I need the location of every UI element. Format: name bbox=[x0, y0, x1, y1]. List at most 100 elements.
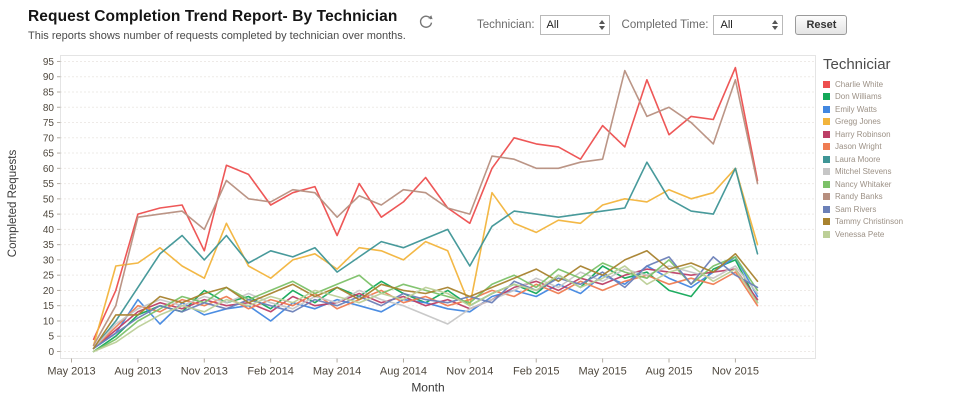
y-tick-label: 70 bbox=[43, 133, 55, 144]
stepper-icon bbox=[598, 20, 605, 30]
stepper-icon bbox=[772, 20, 779, 30]
y-tick-label: 90 bbox=[43, 72, 55, 83]
y-tick-label: 80 bbox=[43, 103, 55, 114]
legend-item-charlie-white[interactable]: Charlie White bbox=[823, 79, 955, 89]
y-tick-label: 50 bbox=[43, 194, 55, 205]
legend-swatch bbox=[823, 143, 830, 150]
legend-item-randy-banks[interactable]: Randy Banks bbox=[823, 192, 955, 201]
legend-swatch bbox=[823, 168, 830, 175]
y-tick-label: 60 bbox=[43, 164, 55, 175]
legend-title: Techniciar bbox=[823, 56, 891, 73]
x-tick-label: May 2013 bbox=[47, 366, 95, 378]
y-tick-label: 55 bbox=[43, 179, 55, 190]
legend-label: Harry Robinson bbox=[835, 129, 891, 139]
legend-label: Laura Moore bbox=[835, 154, 881, 164]
legend-label: Randy Banks bbox=[835, 192, 883, 201]
y-tick-label: 65 bbox=[43, 149, 55, 160]
legend-swatch bbox=[823, 93, 830, 100]
legend-item-don-williams[interactable]: Don Williams bbox=[823, 92, 955, 101]
x-tick-label: Aug 2013 bbox=[114, 366, 161, 378]
legend-label: Mitchel Stevens bbox=[835, 167, 892, 176]
legend-item-laura-moore[interactable]: Laura Moore bbox=[823, 154, 955, 164]
legend-item-harry-robinson[interactable]: Harry Robinson bbox=[823, 129, 955, 139]
legend-swatch bbox=[823, 118, 830, 125]
legend-swatch bbox=[823, 218, 830, 225]
legend-item-mitchel-stevens[interactable]: Mitchel Stevens bbox=[823, 167, 955, 176]
x-tick-label: Aug 2014 bbox=[380, 366, 427, 378]
y-tick-label: 85 bbox=[43, 87, 55, 98]
legend-label: Jason Wright bbox=[835, 142, 882, 151]
legend-item-gregg-jones[interactable]: Gregg Jones bbox=[823, 117, 955, 126]
technician-select-value: All bbox=[546, 19, 559, 31]
legend-item-tammy-christinson[interactable]: Tammy Christinson bbox=[823, 217, 955, 226]
series-line-mitchel-stevens bbox=[92, 265, 759, 350]
x-axis-title: Month bbox=[411, 381, 444, 395]
legend-label: Venessa Pete bbox=[835, 229, 885, 239]
x-tick-label: Feb 2014 bbox=[247, 366, 293, 378]
series-line-laura-moore bbox=[92, 161, 759, 350]
series-line-charlie-white bbox=[92, 66, 759, 341]
y-tick-label: 95 bbox=[43, 57, 55, 68]
series-line-randy-banks bbox=[92, 69, 759, 347]
y-tick-label: 75 bbox=[43, 118, 55, 129]
y-tick-label: 40 bbox=[43, 225, 55, 236]
legend-item-venessa-pete[interactable]: Venessa Pete bbox=[823, 229, 955, 239]
y-tick-label: 20 bbox=[43, 286, 55, 297]
legend-label: Gregg Jones bbox=[835, 117, 881, 126]
x-tick-label: May 2014 bbox=[313, 366, 361, 378]
reset-button[interactable]: Reset bbox=[795, 15, 848, 35]
legend-swatch bbox=[823, 80, 830, 88]
axes: 0 5 10 15 20 25 30 35 40 45 50 55 60 65 70 75 80 85 90 95 Ma… bbox=[7, 55, 816, 395]
filter-bar: Technician: All Completed Time: All Rese… bbox=[477, 15, 848, 35]
legend-label: Tammy Christinson bbox=[835, 217, 904, 226]
technician-select[interactable]: All bbox=[539, 15, 610, 35]
y-axis-title: Completed Requests bbox=[7, 150, 19, 258]
series-line-jason-wright bbox=[92, 271, 759, 350]
legend-item-nancy-whitaker[interactable]: Nancy Whitaker bbox=[823, 179, 955, 189]
chart-legend: Techniciar Charlie White Don Williams Emil… bbox=[823, 56, 955, 243]
legend-label: Sam Rivers bbox=[835, 204, 877, 214]
legend-swatch bbox=[823, 230, 830, 238]
y-tick-label: 0 bbox=[48, 347, 54, 358]
plot-border bbox=[60, 55, 816, 359]
y-tick-label: 15 bbox=[43, 301, 55, 312]
x-tick-label: Aug 2015 bbox=[645, 366, 692, 378]
completed-time-select[interactable]: All bbox=[713, 15, 784, 35]
y-tick-label: 35 bbox=[43, 240, 55, 251]
x-tick-label: Feb 2015 bbox=[513, 366, 559, 378]
x-tick-label: Nov 2014 bbox=[446, 366, 493, 378]
legend-item-jason-wright[interactable]: Jason Wright bbox=[823, 142, 955, 151]
y-tick-label: 45 bbox=[43, 210, 55, 221]
series-line-venessa-pete bbox=[92, 265, 759, 353]
completed-time-select-value: All bbox=[720, 19, 733, 31]
x-tick-label: Nov 2013 bbox=[181, 366, 228, 378]
refresh-icon[interactable] bbox=[417, 13, 435, 31]
completed-time-filter-label: Completed Time: bbox=[621, 19, 709, 31]
y-tick-label: 30 bbox=[43, 255, 55, 266]
legend-label: Emily Watts bbox=[835, 104, 877, 114]
legend-swatch bbox=[823, 130, 830, 138]
y-tick-label: 10 bbox=[43, 316, 55, 327]
legend-item-emily-watts[interactable]: Emily Watts bbox=[823, 104, 955, 114]
y-tick-label: 25 bbox=[43, 271, 55, 282]
legend-swatch bbox=[823, 180, 830, 188]
legend-label: Nancy Whitaker bbox=[835, 179, 892, 189]
series-line-gregg-jones bbox=[92, 167, 759, 347]
technician-filter-label: Technician: bbox=[477, 19, 535, 31]
legend-swatch bbox=[823, 155, 830, 163]
legend-swatch bbox=[823, 205, 830, 213]
legend-label: Don Williams bbox=[835, 92, 882, 101]
legend-swatch bbox=[823, 193, 830, 200]
y-tick-label: 5 bbox=[48, 332, 54, 343]
x-tick-label: May 2015 bbox=[578, 366, 626, 378]
legend-label: Charlie White bbox=[835, 79, 884, 89]
page-subtitle: This reports shows number of requests co… bbox=[28, 30, 406, 42]
series-line-sam-rivers bbox=[92, 256, 759, 350]
legend-swatch bbox=[823, 105, 830, 113]
legend-item-sam-rivers[interactable]: Sam Rivers bbox=[823, 204, 955, 214]
series-lines bbox=[92, 66, 759, 353]
page-title: Request Completion Trend Report- By Tech… bbox=[28, 8, 398, 25]
legend-items: Charlie White Don Williams Emily Watts Greg… bbox=[823, 79, 955, 239]
series-line-tammy-christinson bbox=[92, 250, 759, 350]
